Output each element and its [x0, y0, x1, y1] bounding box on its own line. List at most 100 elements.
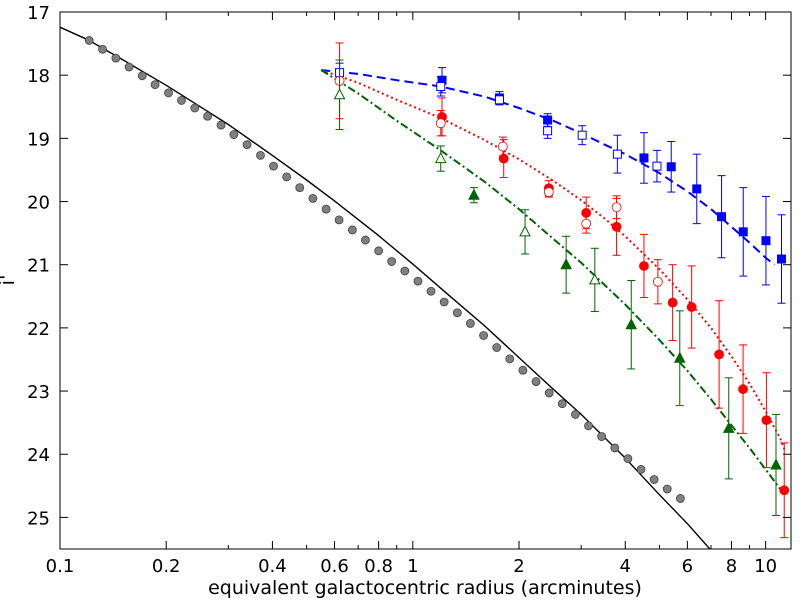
y-tick-label: 24: [27, 445, 50, 466]
blue-filled-point: [738, 227, 748, 237]
galaxy-profile-point: [374, 246, 384, 256]
x-tick-label: 0.8: [364, 556, 393, 577]
galaxy-profile-point: [282, 172, 292, 182]
x-tick-label: 0.2: [152, 556, 181, 577]
blue-open-point: [652, 161, 662, 171]
blue-filled-point: [666, 162, 676, 172]
galaxy-profile-point: [623, 454, 633, 464]
galaxy-profile-point: [334, 215, 344, 225]
galaxy-profile-point: [203, 111, 212, 121]
green-open-series: [333, 59, 601, 312]
galaxy-profile-point: [190, 103, 200, 113]
blue-filled-point: [692, 184, 702, 194]
galaxy-profile-point: [557, 399, 567, 409]
red-filled-point: [686, 302, 697, 312]
galaxy-profile-point: [229, 130, 239, 139]
galaxy-fit-line: [60, 26, 711, 549]
y-tick-label: 17: [27, 3, 50, 24]
galaxy-profile-point: [400, 266, 410, 276]
y-tick-label: 22: [27, 319, 50, 340]
galaxy-profile-point: [584, 421, 593, 431]
green-filled-point: [673, 351, 686, 363]
red-open-series: [334, 42, 663, 305]
galaxy-profile-point: [505, 354, 515, 364]
y-axis-label: i': [0, 274, 19, 285]
galaxy-profile-point: [124, 62, 134, 72]
red-filled-point: [639, 261, 649, 271]
galaxy-profile-point: [597, 432, 607, 441]
red-open-point: [497, 141, 508, 152]
x-tick-label: 0.6: [320, 556, 349, 577]
blue-open-point: [612, 149, 622, 159]
y-tick-label: 20: [27, 193, 50, 214]
red-open-point: [435, 118, 446, 129]
x-tick-label: 1: [407, 556, 418, 577]
galaxy-profile-point: [492, 343, 502, 352]
green-open-point: [589, 273, 601, 285]
galaxy-profile-point: [452, 308, 462, 318]
galaxy-profile-point: [426, 286, 436, 296]
y-tick-label: 21: [27, 256, 50, 277]
y-tick-label: 25: [27, 508, 50, 529]
galaxy-profile-point: [242, 140, 252, 150]
galaxy-profile-point: [465, 319, 475, 328]
series-layer: [60, 26, 790, 549]
red-filled-point: [611, 221, 622, 232]
galaxy-profile-point: [137, 71, 147, 81]
red-filled-point: [761, 415, 772, 426]
galaxy-profile-point: [347, 225, 357, 235]
green-filled-point: [722, 421, 735, 433]
galaxy-profile-point: [84, 36, 94, 45]
blue-open-point: [494, 95, 504, 105]
green-open-point: [519, 225, 531, 237]
green-open-point: [434, 151, 447, 164]
y-tick-label: 19: [27, 129, 50, 150]
galaxy-profile-point: [675, 494, 685, 503]
galaxy-profile-point: [98, 44, 107, 54]
galaxy-profile-point: [387, 257, 397, 266]
blue-open-point: [543, 126, 553, 136]
galaxy-profile-series: [84, 36, 685, 503]
blue-filled-point: [776, 254, 786, 264]
green-filled-point: [560, 258, 572, 270]
galaxy-profile-point: [361, 235, 370, 245]
galaxy-profile-point: [321, 204, 331, 214]
red-filled-point: [738, 384, 748, 395]
x-tick-label: 6: [682, 556, 693, 577]
green-filled-series: [468, 187, 782, 517]
red-open-point: [611, 202, 622, 213]
galaxy-profile-point: [544, 388, 554, 398]
y-tick-label: 18: [27, 66, 50, 87]
red-filled-point: [498, 153, 509, 164]
blue-filled-point: [761, 236, 771, 246]
red-filled-point: [779, 485, 790, 496]
galaxy-profile-point: [439, 297, 449, 307]
galaxy-profile-point: [308, 193, 318, 203]
blue-open-point: [577, 130, 587, 140]
x-tick-label: 0.4: [258, 556, 287, 577]
galaxy-profile-point: [518, 365, 528, 375]
x-tick-label: 8: [726, 556, 737, 577]
blue-filled-point: [717, 212, 727, 222]
galaxy-profile-point: [269, 161, 278, 171]
red-open-point: [652, 276, 663, 287]
x-axis-label: equivalent galactocentric radius (arcmin…: [208, 577, 642, 599]
blue-fit-line: [321, 69, 776, 266]
galaxy-profile-point: [571, 410, 580, 419]
red-open-point: [581, 218, 592, 229]
galaxy-profile-point: [636, 464, 646, 474]
galaxy-profile-point: [164, 88, 173, 98]
galaxy-profile-point: [111, 53, 121, 63]
blue-open-series: [335, 62, 662, 183]
red-open-point: [543, 187, 554, 197]
galaxy-profile-point: [295, 183, 305, 193]
galaxy-profile-point: [177, 96, 186, 105]
y-tick-label: 23: [27, 382, 50, 403]
galaxy-profile-point: [649, 475, 659, 484]
green-open-point: [333, 88, 346, 100]
red-filled-series: [437, 97, 790, 539]
galaxy-profile-point: [479, 331, 488, 340]
blue-open-point: [436, 82, 446, 92]
